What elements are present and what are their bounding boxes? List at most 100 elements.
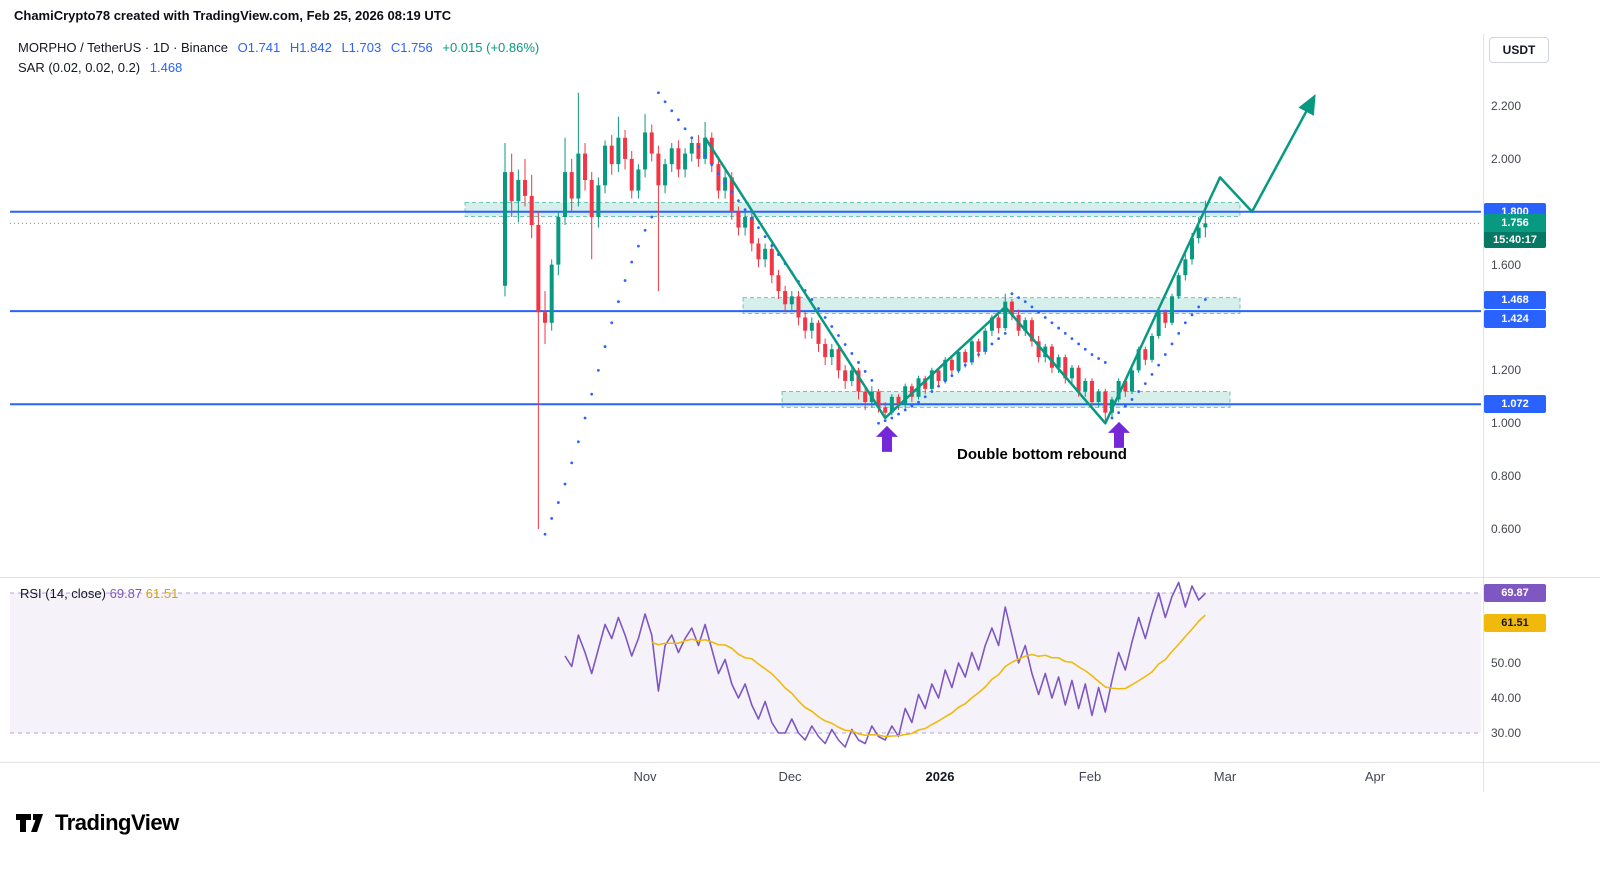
sar-dot xyxy=(810,298,814,301)
sar-dot xyxy=(757,226,760,230)
sar-dot xyxy=(910,404,914,408)
candle-body xyxy=(589,180,594,218)
sar-dot xyxy=(1157,363,1161,367)
sar-dot xyxy=(723,181,727,185)
candle-body xyxy=(689,143,694,154)
trend-zigzag-line[interactable] xyxy=(704,94,1316,425)
sar-dot xyxy=(570,461,574,465)
candle-body xyxy=(696,143,701,159)
rsi-scale-label: 40.00 xyxy=(1491,691,1522,705)
price-level-badge[interactable]: 1.468 xyxy=(1484,290,1546,309)
up-arrow-marker[interactable] xyxy=(876,425,898,452)
sar-dot xyxy=(1110,416,1114,420)
symbol-title: MORPHO / TetherUS · 1D · Binance xyxy=(18,40,228,55)
rsi-indicator-legend[interactable]: RSI (14, close) 69.87 61.51 xyxy=(20,586,178,601)
candle-body xyxy=(1116,380,1121,400)
sar-dot xyxy=(877,421,880,425)
sar-dot xyxy=(1143,382,1147,385)
time-axis-label[interactable]: Mar xyxy=(1213,769,1237,784)
candle-body xyxy=(1069,367,1074,379)
time-axis-label[interactable]: Nov xyxy=(633,769,657,784)
candle-body xyxy=(1009,301,1014,315)
sr-zone[interactable] xyxy=(742,297,1241,315)
time-axis-label[interactable]: Apr xyxy=(1364,769,1386,784)
sar-dot xyxy=(677,118,680,122)
sar-dot xyxy=(957,368,960,372)
candle-body xyxy=(776,275,781,292)
candle-body xyxy=(1076,367,1081,392)
candle-body xyxy=(536,224,541,313)
rsi-value-badge[interactable]: 61.51 xyxy=(1484,613,1546,632)
sar-dot xyxy=(990,342,994,346)
sar-dot xyxy=(857,361,860,364)
candle-body xyxy=(856,370,861,392)
candle-body xyxy=(783,291,788,305)
double-bottom-annotation[interactable]: Double bottom rebound xyxy=(957,446,1127,463)
sr-zone[interactable] xyxy=(464,201,1241,218)
candle-body xyxy=(836,349,841,371)
sar-dot xyxy=(1170,342,1174,346)
sar-dot xyxy=(663,100,667,104)
sar-dot xyxy=(657,91,660,95)
sar-dot xyxy=(923,395,927,399)
candle-body xyxy=(509,172,514,202)
candle-body xyxy=(789,296,794,305)
sar-dot xyxy=(977,353,980,356)
price-level-badge[interactable]: 1.424 xyxy=(1484,310,1546,329)
sar-dot xyxy=(1023,300,1027,304)
candle-body xyxy=(1036,341,1041,358)
candle-body xyxy=(1123,380,1128,392)
candle-body xyxy=(1170,296,1174,323)
candle-body xyxy=(716,164,721,191)
price-level-badge[interactable]: 1.072 xyxy=(1484,395,1546,414)
up-arrow-marker[interactable] xyxy=(1108,421,1130,448)
sar-dot xyxy=(1183,321,1187,325)
candle-body xyxy=(1003,301,1008,329)
time-axis-label[interactable]: Dec xyxy=(778,769,802,784)
sar-dot xyxy=(590,392,594,396)
sar-dot xyxy=(917,400,920,404)
sar-dot xyxy=(890,416,894,420)
sar-indicator-legend[interactable]: SAR (0.02, 0.02, 0.2) 1.468 xyxy=(18,60,188,75)
sar-dot xyxy=(583,416,587,420)
sar-dot xyxy=(623,279,627,282)
sar-dot xyxy=(950,374,954,378)
sar-dot xyxy=(843,343,847,346)
tradingview-logo[interactable]: TradingView xyxy=(16,810,179,836)
candlesticks xyxy=(503,92,1208,529)
candle-body xyxy=(1049,346,1054,368)
candle-body xyxy=(596,185,601,218)
candle-body xyxy=(676,148,681,170)
rsi-value-badge[interactable]: 69.87 xyxy=(1484,584,1546,603)
time-axis-label[interactable]: 2026 xyxy=(925,769,955,784)
currency-toggle-button[interactable]: USDT xyxy=(1489,37,1549,63)
candle-body xyxy=(1056,357,1061,368)
sar-dot xyxy=(1083,347,1087,351)
candle-body xyxy=(1190,238,1195,260)
candle-body xyxy=(709,137,714,165)
price-scale-label: 1.600 xyxy=(1491,257,1522,272)
sar-dot xyxy=(1097,357,1101,360)
sar-dot xyxy=(697,145,700,149)
symbol-legend[interactable]: MORPHO / TetherUS · 1D · Binance O1.741 … xyxy=(18,40,545,55)
sar-dot xyxy=(763,235,767,239)
attribution-text: ChamiCrypto78 created with TradingView.c… xyxy=(14,8,452,23)
candle-body xyxy=(803,317,808,331)
current-price-badge[interactable]: 1.756 15:40:17 xyxy=(1484,214,1546,249)
candle-body xyxy=(749,217,754,244)
sar-dot xyxy=(1137,390,1141,393)
time-axis-label[interactable]: Feb xyxy=(1078,769,1102,784)
candle-body xyxy=(1129,370,1134,392)
sar-dot xyxy=(703,154,707,158)
candle-body xyxy=(1163,312,1168,323)
candle-body xyxy=(949,359,954,371)
candle-body xyxy=(516,180,521,202)
candle-body xyxy=(1156,312,1161,337)
candle-body xyxy=(809,322,814,331)
sar-dot xyxy=(576,440,580,444)
candle-body xyxy=(896,396,901,405)
candle-body xyxy=(623,137,628,159)
candle-body xyxy=(643,132,648,170)
